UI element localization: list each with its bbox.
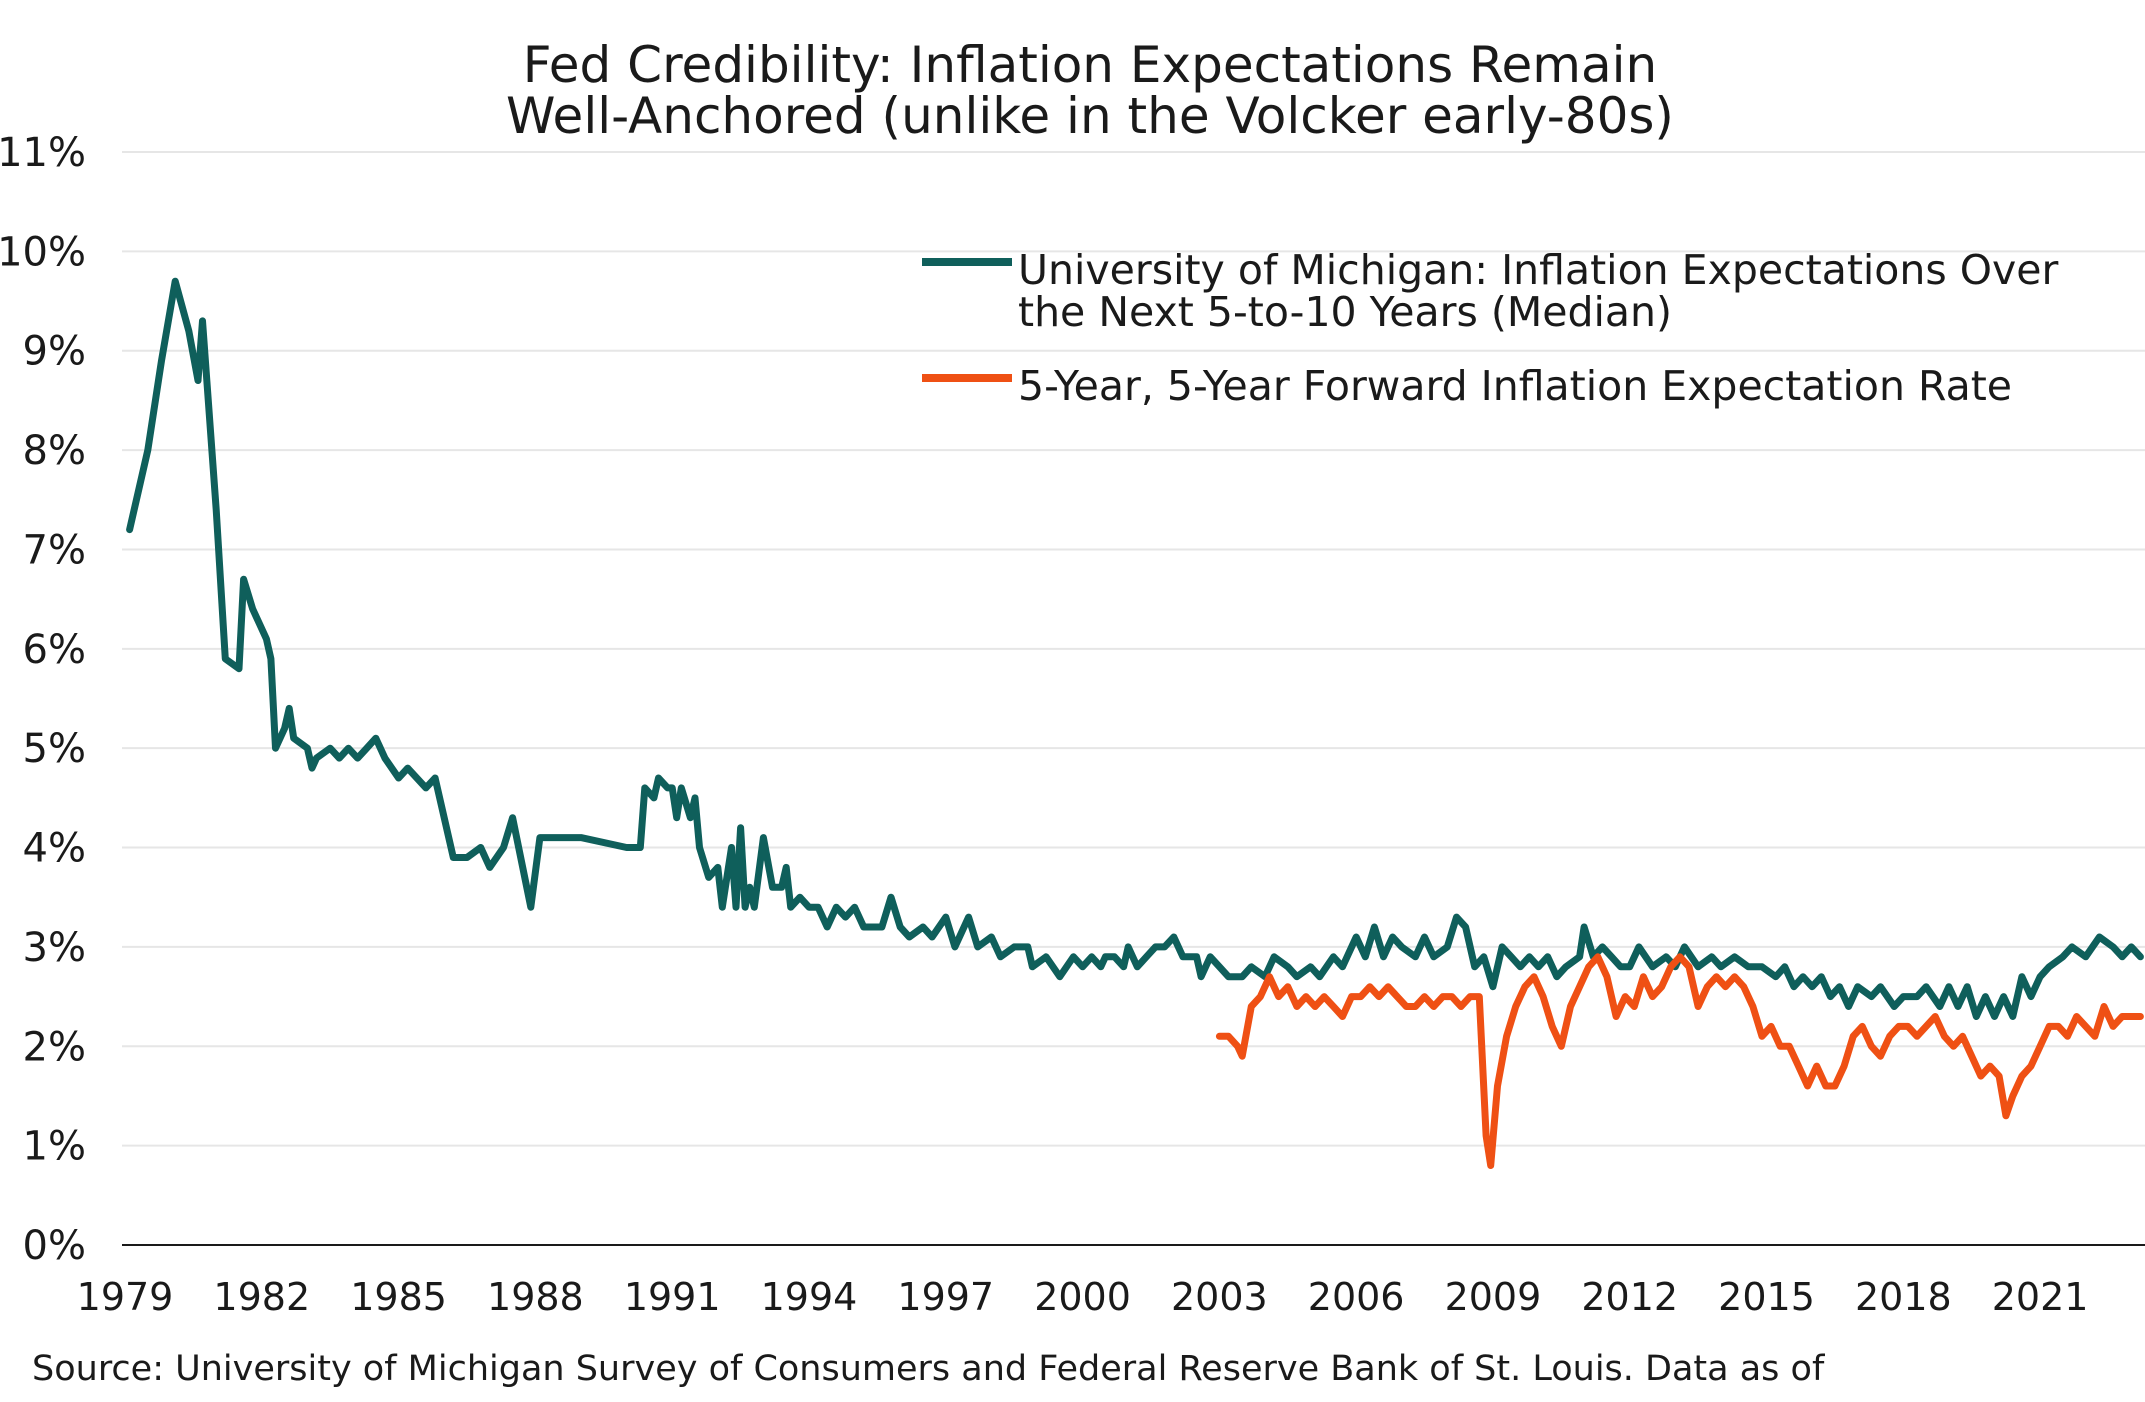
series-line-forward-rate bbox=[1215, 953, 2144, 1169]
y-tick-label: 1% bbox=[23, 1124, 86, 1170]
legend: University of Michigan: Inflation Expect… bbox=[922, 246, 2059, 410]
y-tick-label: 5% bbox=[23, 726, 86, 772]
x-tick-label: 1994 bbox=[761, 1275, 858, 1319]
x-axis-ticks: 1979 1982 1985 1988 1991 1994 1997 2000 2003 2006… bbox=[77, 1275, 2089, 1319]
y-tick-label: 0% bbox=[23, 1223, 86, 1269]
x-tick-label: 2015 bbox=[1718, 1275, 1815, 1319]
chart-title-line-1: Fed Credibility: Inflation Expectations … bbox=[523, 36, 1657, 94]
legend-label-michigan-line-1: University of Michigan: Inflation Expect… bbox=[1018, 246, 2059, 294]
legend-label-forward-rate: 5-Year, 5-Year Forward Inflation Expecta… bbox=[1018, 362, 2012, 410]
y-tick-label: 11% bbox=[0, 130, 86, 176]
x-tick-label: 2003 bbox=[1171, 1275, 1268, 1319]
series-line-michigan bbox=[126, 277, 2144, 1020]
series-lines bbox=[126, 277, 2144, 1169]
source-note: Source: University of Michigan Survey of… bbox=[32, 1349, 1825, 1389]
x-tick-label: 2021 bbox=[1992, 1275, 2089, 1319]
y-tick-label: 3% bbox=[23, 925, 86, 971]
chart-title-line-2: Well-Anchored (unlike in the Volcker ear… bbox=[506, 87, 1674, 145]
y-tick-label: 8% bbox=[23, 428, 86, 474]
x-tick-label: 1997 bbox=[897, 1275, 994, 1319]
x-tick-label: 2012 bbox=[1581, 1275, 1678, 1319]
gridlines bbox=[122, 151, 2145, 1147]
x-tick-label: 2018 bbox=[1855, 1275, 1952, 1319]
x-tick-label: 2009 bbox=[1445, 1275, 1542, 1319]
x-tick-label: 1985 bbox=[350, 1275, 447, 1319]
y-tick-label: 2% bbox=[23, 1024, 86, 1070]
chart-title: Fed Credibility: Inflation Expectations … bbox=[506, 36, 1674, 145]
x-tick-label: 1991 bbox=[624, 1275, 721, 1319]
x-tick-label: 1979 bbox=[77, 1275, 174, 1319]
y-tick-label: 4% bbox=[23, 826, 86, 872]
y-axis-ticks: 0% 1% 2% 3% 4% 5% 6% 7% 8% 9% 10% 11% bbox=[0, 130, 86, 1269]
x-tick-label: 2000 bbox=[1034, 1275, 1131, 1319]
x-tick-label: 1982 bbox=[213, 1275, 310, 1319]
y-tick-label: 10% bbox=[0, 229, 86, 275]
y-tick-label: 9% bbox=[23, 329, 86, 375]
x-tick-label: 1988 bbox=[487, 1275, 584, 1319]
x-tick-label: 2006 bbox=[1308, 1275, 1405, 1319]
legend-label-michigan-line-2: the Next 5-to-10 Years (Median) bbox=[1018, 288, 1672, 336]
y-tick-label: 7% bbox=[23, 527, 86, 573]
y-tick-label: 6% bbox=[23, 627, 86, 673]
